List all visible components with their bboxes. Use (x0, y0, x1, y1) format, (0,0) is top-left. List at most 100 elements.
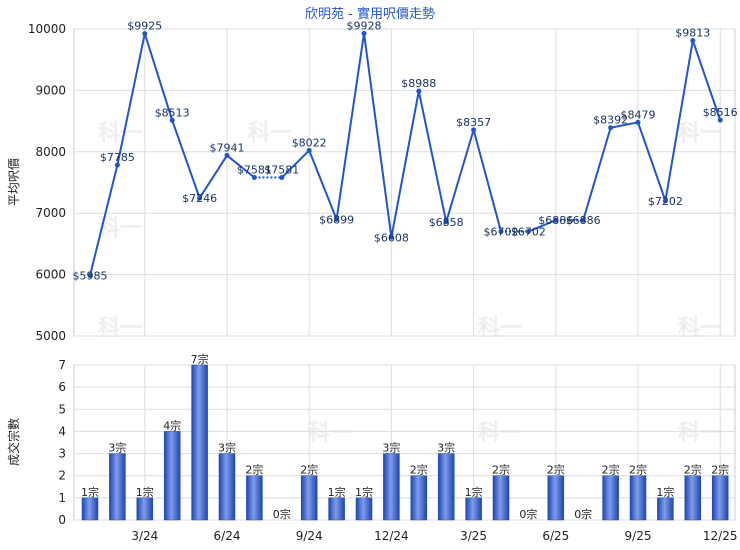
line-point-label: $9813 (675, 26, 710, 39)
line-segment (390, 90, 420, 238)
bar (383, 453, 400, 521)
bar (547, 475, 565, 521)
line-plot-frame (73, 28, 736, 337)
watermark: 科一 (478, 316, 522, 341)
line-point-label: $8357 (456, 116, 491, 129)
bar-y-tick-label: 7 (58, 358, 66, 372)
line-point-label: $5985 (73, 270, 108, 283)
watermark: 科一 (248, 121, 292, 146)
bar-label: 7宗 (191, 352, 209, 366)
line-point-label: $8392 (593, 114, 628, 127)
bar-y-tick-label: 5 (58, 402, 66, 416)
bar (163, 431, 181, 521)
bar-y-tick-label: 4 (58, 424, 66, 438)
line-point (361, 30, 367, 36)
bar (246, 475, 263, 521)
line-point-label: $6702 (484, 225, 519, 238)
line-point (690, 37, 696, 43)
watermark: 科一 (478, 421, 522, 446)
line-point (197, 195, 203, 201)
line-y-tick-label: 9000 (35, 83, 66, 97)
line-point-label: $9928 (347, 19, 382, 32)
bar (136, 497, 154, 521)
line-point (224, 152, 230, 158)
bar-label: 3宗 (382, 441, 400, 455)
line-point-label: $8479 (621, 108, 656, 121)
bar-label: 3宗 (108, 441, 126, 455)
line-segment (610, 121, 639, 129)
line-point (717, 117, 723, 123)
line-y-tick-label: 8000 (35, 145, 66, 159)
line-point (580, 217, 586, 223)
bar-label: 2宗 (245, 463, 263, 477)
bar-y-tick-label: 2 (58, 469, 66, 483)
line-segment (664, 40, 694, 201)
bar (300, 475, 318, 521)
line-point-label: $7202 (648, 195, 683, 208)
line-point-label: $6899 (319, 213, 354, 226)
bar (437, 453, 455, 521)
line-point-label: $8022 (292, 136, 327, 149)
x-tick-label: 3/24 (131, 529, 158, 543)
line-point (251, 175, 257, 181)
line-point (114, 162, 120, 168)
line-segment (445, 129, 475, 223)
bar-label: 3宗 (437, 441, 455, 455)
line-point-label: $6886 (566, 214, 601, 227)
line-y-tick-label: 10000 (28, 22, 66, 36)
bar-label: 0宗 (273, 507, 291, 521)
watermark: 科一 (678, 121, 722, 146)
line-point (142, 31, 148, 37)
bar-label: 1宗 (656, 485, 674, 499)
bar-label: 2宗 (547, 463, 565, 477)
line-segment (308, 150, 338, 220)
bar-y-tick-label: 3 (58, 447, 66, 461)
bar-label: 0宗 (574, 507, 592, 521)
line-point (498, 228, 504, 234)
bar (410, 475, 428, 521)
line-point-label: $7941 (210, 141, 245, 154)
x-tick-label: 6/24 (214, 529, 241, 543)
line-point (334, 216, 340, 222)
bar-label: 4宗 (163, 418, 181, 432)
bar-label: 1宗 (355, 485, 373, 499)
watermark: 科一 (98, 216, 142, 241)
line-segment (691, 40, 722, 121)
bar (629, 475, 647, 521)
bar (81, 497, 99, 521)
line-point-label: $6858 (429, 216, 464, 229)
bar (328, 497, 345, 521)
bar-label: 3宗 (218, 441, 236, 455)
bar-label: 2宗 (410, 463, 428, 477)
bar-label: 1宗 (328, 485, 346, 499)
bar (711, 475, 729, 521)
line-point (416, 88, 422, 94)
line-point (169, 117, 175, 123)
line-segment (417, 90, 448, 223)
line-segment (637, 122, 667, 202)
line-segment (528, 219, 557, 233)
line-segment (226, 154, 256, 179)
line-point-label: $6702 (511, 225, 546, 238)
line-y-tick-label: 6000 (35, 268, 66, 282)
line-point (443, 219, 449, 225)
bar-label: 2宗 (629, 463, 647, 477)
bar-label: 2宗 (492, 463, 510, 477)
line-point-label: $6886 (538, 214, 573, 227)
x-tick-label: 9/24 (296, 529, 323, 543)
bar-y-tick-label: 6 (58, 380, 66, 394)
line-point (662, 198, 668, 204)
bar-y-axis-label: 成交宗數 (6, 418, 21, 466)
bar (218, 453, 236, 521)
line-point (635, 119, 641, 125)
line-point-label: $8988 (401, 77, 436, 90)
line-y-axis-label: 平均呎價 (7, 158, 21, 206)
line-point-label: $7581 (264, 164, 299, 177)
line-point-label: $9925 (127, 20, 162, 33)
bar (492, 475, 510, 521)
watermark: 科一 (98, 316, 142, 341)
line-segment (363, 33, 393, 238)
bar-y-tick-label: 1 (58, 491, 66, 505)
bar-label: 1宗 (465, 485, 483, 499)
